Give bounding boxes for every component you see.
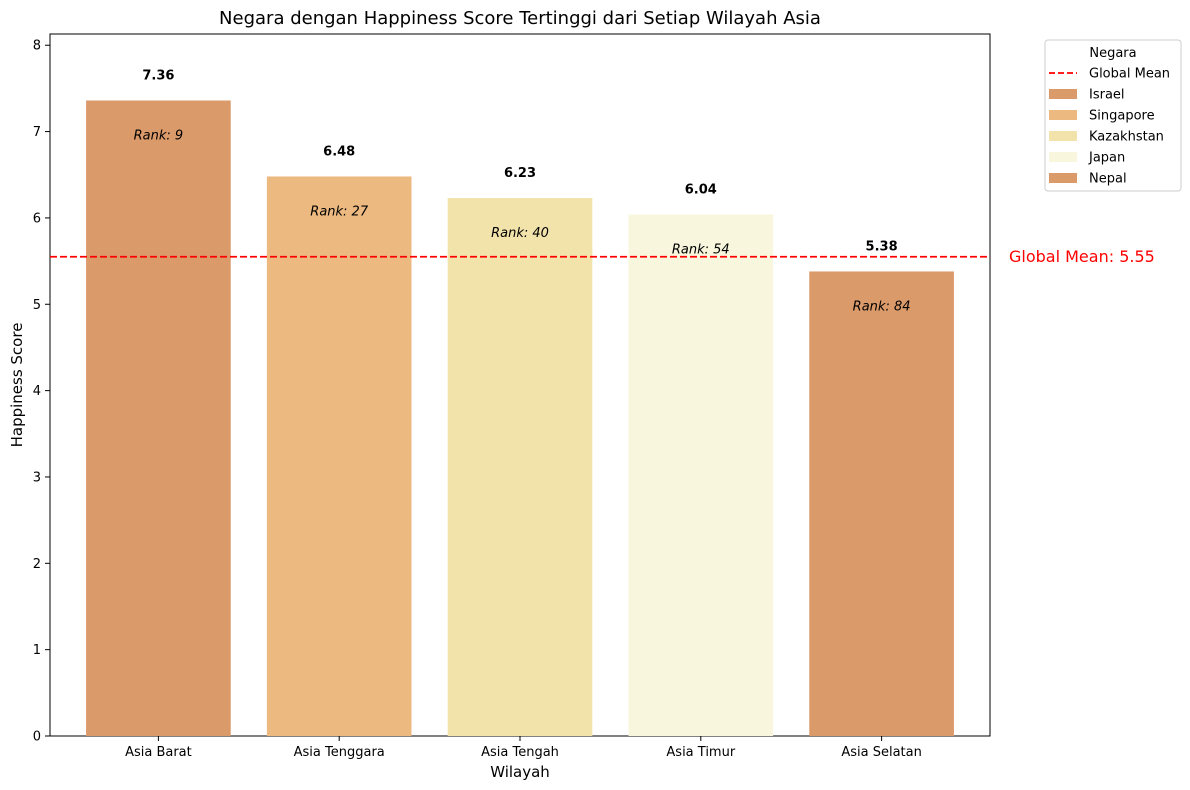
legend-swatch-kazakhstan — [1049, 131, 1077, 141]
legend-label: Japan — [1088, 151, 1125, 166]
legend-swatch-nepal — [1049, 173, 1077, 183]
y-tick-label: 3 — [33, 470, 41, 485]
bars-group — [86, 100, 954, 737]
value-label: 6.04 — [685, 182, 717, 197]
bar-singapore — [266, 176, 412, 737]
y-tick-label: 8 — [33, 39, 41, 54]
legend-label: Israel — [1089, 88, 1125, 103]
y-tick-label: 2 — [33, 557, 41, 572]
bar-japan — [628, 214, 774, 736]
legend-label: Global Mean — [1089, 67, 1170, 82]
legend-label: Singapore — [1089, 109, 1155, 124]
x-axis-title: Wilayah — [490, 763, 550, 781]
bar-kazakhstan — [447, 198, 593, 737]
global-mean-group: Global Mean: 5.55 — [50, 247, 1155, 266]
rank-label: Rank: 27 — [310, 204, 369, 219]
x-tick-label: Asia Tengah — [481, 745, 559, 760]
global-mean-label: Global Mean: 5.55 — [1009, 247, 1155, 266]
bar-labels-group: 7.36 Rank: 9 6.48 Rank: 27 6.23 Rank: 40 6.04 R… — [134, 68, 911, 314]
legend-title: Negara — [1089, 46, 1136, 61]
legend-swatch-japan — [1049, 152, 1077, 162]
value-label: 5.38 — [866, 239, 898, 254]
y-axis-title: Happiness Score — [8, 323, 26, 448]
y-tick-label: 5 — [33, 298, 41, 313]
legend: Negara Global Mean Israel Singapore Kazakhst… — [1044, 39, 1182, 192]
bar-nepal — [809, 271, 954, 736]
bar-israel — [86, 100, 231, 737]
value-label: 6.48 — [323, 144, 355, 159]
value-label: 6.23 — [504, 166, 536, 181]
legend-label: Kazakhstan — [1089, 130, 1164, 145]
x-tick-label: Asia Selatan — [841, 745, 922, 760]
rank-label: Rank: 9 — [134, 128, 184, 143]
x-tick-label: Asia Barat — [125, 745, 192, 760]
y-tick-label: 6 — [33, 211, 41, 226]
x-axis: Asia Barat Asia Tenggara Asia Tengah Asia T… — [125, 736, 922, 760]
y-tick-label: 1 — [33, 643, 41, 658]
y-tick-label: 7 — [33, 125, 41, 140]
y-tick-label: 0 — [33, 730, 41, 745]
chart-title: Negara dengan Happiness Score Tertinggi … — [219, 8, 821, 29]
value-label: 7.36 — [142, 68, 174, 83]
y-axis: 0 1 2 3 4 5 6 7 8 — [33, 39, 50, 745]
x-tick-label: Asia Tenggara — [294, 745, 385, 760]
rank-label: Rank: 54 — [672, 242, 730, 257]
y-tick-label: 4 — [33, 384, 41, 399]
legend-box — [1044, 39, 1182, 192]
legend-swatch-singapore — [1049, 110, 1077, 120]
rank-label: Rank: 84 — [853, 299, 911, 314]
rank-label: Rank: 40 — [491, 226, 549, 241]
legend-swatch-israel — [1049, 89, 1077, 99]
legend-label: Nepal — [1089, 172, 1127, 187]
x-tick-label: Asia Timur — [666, 745, 735, 760]
